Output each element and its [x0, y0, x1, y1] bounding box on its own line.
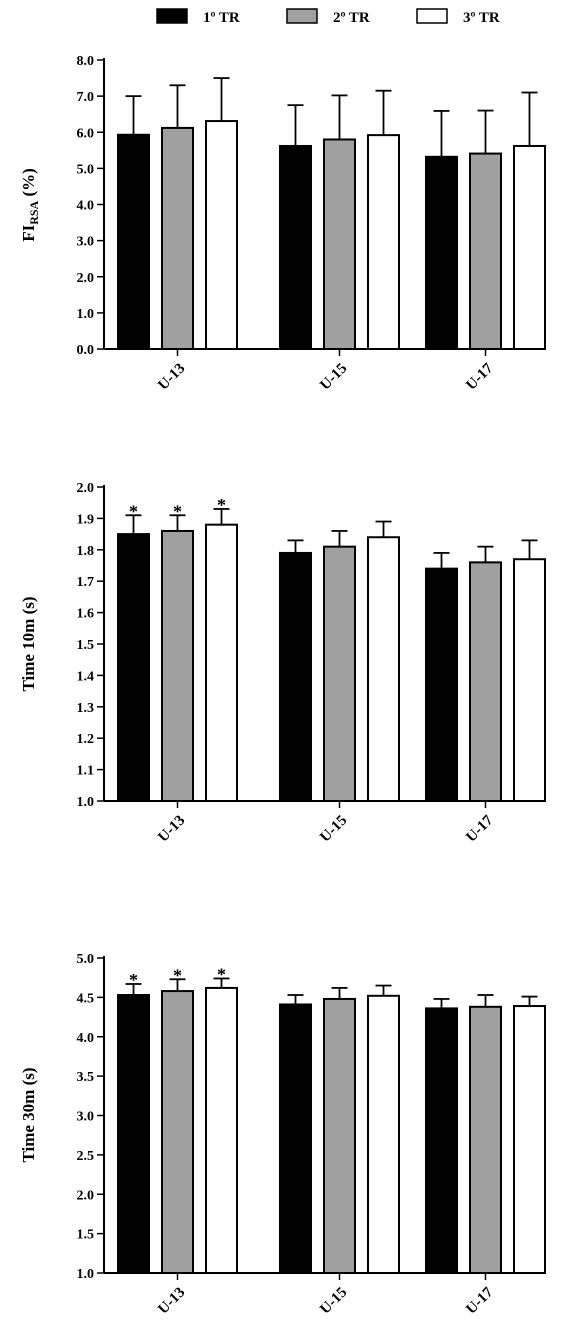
significance-marker: * [173, 501, 182, 521]
significance-marker: * [173, 965, 182, 985]
y-axis-label-main: FI [19, 224, 38, 241]
y-tick-label: 1.7 [77, 575, 95, 590]
y-tick-label: 2.5 [77, 1149, 95, 1164]
y-tick-label: 1.0 [77, 795, 95, 810]
significance-marker: * [129, 501, 138, 521]
bar-2TR-U-13 [161, 529, 194, 803]
bar-2TR-U-13 [161, 126, 194, 351]
y-axis-label: Time 30m (s) [19, 1067, 38, 1162]
y-tick-label: 1.9 [77, 512, 95, 527]
legend-label-2: 2º TR [333, 10, 370, 26]
bar-1TR-U-17 [425, 567, 458, 803]
y-tick-label: 8.0 [77, 54, 95, 69]
bar-2TR-U-13 [161, 990, 194, 1274]
y-axis-label-subscript: RSA [27, 200, 41, 224]
legend-swatch-2 [286, 8, 318, 24]
y-tick-label: 4.0 [77, 1031, 95, 1046]
y-tick-label: 3.5 [77, 1070, 95, 1085]
bar-1TR-U-15 [279, 551, 312, 802]
y-tick-label: 1.5 [77, 638, 95, 653]
y-axis-label-unit: (%) [19, 168, 38, 201]
bar-2TR-U-15 [323, 138, 356, 350]
significance-marker: * [217, 495, 226, 515]
bar-1TR-U-15 [279, 144, 312, 350]
bar-1TR-U-13 [117, 133, 150, 350]
bar-1TR-U-17 [425, 155, 458, 350]
bar-3TR-U-15 [367, 994, 400, 1274]
y-tick-label: 0.0 [77, 343, 95, 358]
bar-2TR-U-15 [323, 997, 356, 1274]
chart-time-30m: Time 30m (s) 1.0 1.5 2.0 2.5 3.0 3.5 4.0 4.5 5.0 *… [19, 952, 546, 1318]
y-tick-label: 1.8 [77, 544, 95, 559]
x-category-label: U-17 [463, 1284, 496, 1317]
bar-3TR-U-15 [367, 134, 400, 350]
y-tick-label: 4.5 [77, 991, 95, 1006]
x-category-label: U-15 [317, 813, 350, 846]
y-axis-label: Time 10m (s) [19, 596, 38, 691]
chart-time-10m: Time 10m (s) 1.0 1.1 1.2 1.3 1.4 1.5 1.6 1.7 1.8 1… [19, 481, 546, 846]
bar-3TR-U-17 [513, 1005, 546, 1274]
legend: 1º TR 2º TR 3º TR [156, 8, 500, 26]
x-category-label: U-13 [155, 813, 188, 846]
y-tick-label: 1.5 [77, 1228, 95, 1243]
significance-marker: * [217, 964, 226, 984]
y-tick-label: 1.6 [77, 607, 95, 622]
y-tick-label: 1.0 [77, 1267, 95, 1282]
bar-2TR-U-17 [469, 1005, 502, 1274]
legend-swatch-1 [156, 8, 188, 24]
bar-3TR-U-17 [513, 558, 546, 802]
y-tick-label: 2.0 [77, 1188, 95, 1203]
bar-2TR-U-15 [323, 545, 356, 802]
bar-3TR-U-15 [367, 536, 400, 802]
bar-3TR-U-17 [513, 144, 546, 350]
x-category-label: U-15 [317, 1285, 350, 1318]
bar-3TR-U-13 [205, 523, 238, 802]
significance-marker: * [129, 970, 138, 990]
bar-1TR-U-15 [279, 1003, 312, 1275]
y-tick-label: 5.0 [77, 162, 95, 177]
legend-label-1: 1º TR [203, 10, 240, 26]
bar-2TR-U-17 [469, 561, 502, 802]
x-category-label: U-17 [463, 360, 496, 393]
y-tick-label: 5.0 [77, 952, 95, 967]
y-tick-label: 4.0 [77, 199, 95, 214]
y-tick-label: 1.0 [77, 307, 95, 322]
y-axis-label-main: Time 10m (s) [19, 596, 38, 691]
x-category-label: U-17 [463, 812, 496, 845]
x-category-label: U-15 [317, 361, 350, 394]
bar-1TR-U-13 [117, 533, 150, 802]
chart-fi-rsa: FIRSA (%) 0.0 1.0 2.0 3.0 4.0 5.0 6.0 7.0 8.0 U-13… [19, 54, 546, 394]
y-tick-label: 1.3 [77, 701, 95, 716]
bar-3TR-U-13 [205, 120, 238, 350]
legend-label-3: 3º TR [463, 10, 500, 26]
y-tick-label: 3.0 [77, 235, 95, 250]
x-category-label: U-13 [155, 361, 188, 394]
bar-3TR-U-13 [205, 986, 238, 1274]
y-tick-label: 1.1 [77, 764, 95, 779]
bar-1TR-U-17 [425, 1007, 458, 1275]
legend-swatch-3 [416, 8, 448, 24]
bar-1TR-U-13 [117, 994, 150, 1274]
x-category-label: U-13 [155, 1285, 188, 1318]
y-tick-label: 1.4 [77, 669, 95, 684]
y-tick-label: 7.0 [77, 90, 95, 105]
y-tick-label: 3.0 [77, 1110, 95, 1125]
y-axis-label: FIRSA (%) [19, 168, 41, 242]
y-tick-label: 6.0 [77, 126, 95, 141]
y-tick-label: 2.0 [77, 271, 95, 286]
y-tick-label: 1.2 [77, 732, 95, 747]
y-axis-label-main: Time 30m (s) [19, 1067, 38, 1162]
bar-2TR-U-17 [469, 152, 502, 350]
y-tick-label: 2.0 [77, 481, 95, 496]
